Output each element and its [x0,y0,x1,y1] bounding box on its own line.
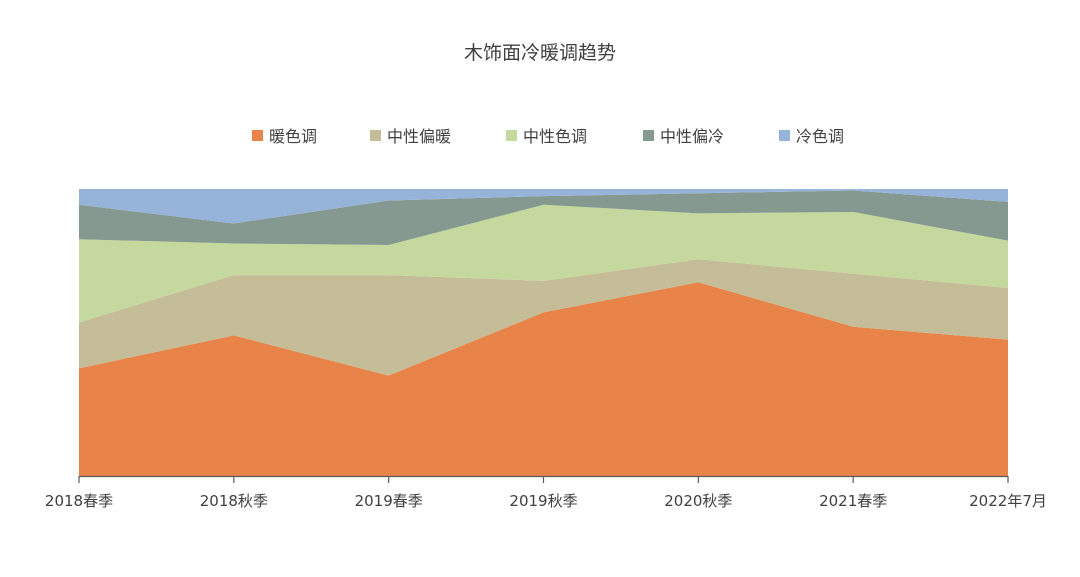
x-tick-label: 2020秋季 [664,492,732,510]
legend-item: 暖色调 [252,127,317,146]
legend-swatch [779,130,790,141]
area-series-1 [79,282,1008,476]
legend-item: 冷色调 [779,127,844,146]
x-tick-label: 2019秋季 [509,492,577,510]
legend-swatch [506,130,517,141]
legend: 暖色调 中性偏暖 中性色调 中性偏冷 冷色调 [252,127,844,146]
areas-layer [79,189,1008,476]
x-tick-label: 2021春季 [819,492,887,510]
x-tick-label: 2018秋季 [200,492,268,510]
legend-swatch [370,130,381,141]
legend-item: 中性偏暖 [370,127,451,146]
chart-title: 木饰面冷暖调趋势 [464,42,616,64]
legend-item: 中性偏冷 [643,127,724,146]
legend-item: 中性色调 [506,127,587,146]
area-series-3 [79,204,1008,323]
area-series-4 [79,190,1008,245]
area-series-2 [79,259,1008,376]
x-axis: 2018春季 2018秋季 2019春季 2019秋季 2020秋季 2021春季 2022… [45,475,1047,510]
legend-label: 冷色调 [796,127,844,146]
x-tick-label: 2022年7月 [969,492,1047,510]
legend-swatch [252,130,263,141]
area-series-5 [79,189,1008,224]
legend-label: 中性偏冷 [660,127,724,146]
x-tick-label: 2018春季 [45,492,113,510]
legend-swatch [643,130,654,141]
legend-label: 中性色调 [523,127,587,146]
legend-label: 暖色调 [269,127,317,146]
x-tick-label: 2019春季 [355,492,423,510]
legend-label: 中性偏暖 [387,127,451,146]
